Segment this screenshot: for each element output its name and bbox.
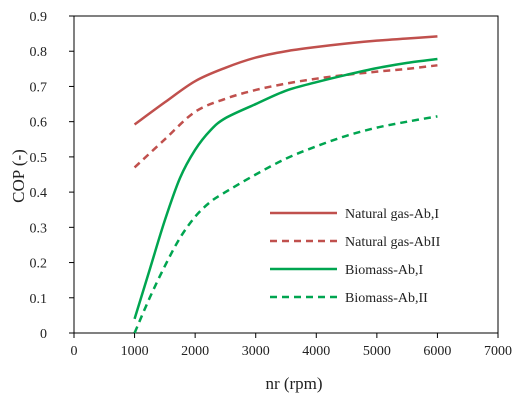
x-tick-label: 7000 xyxy=(484,344,512,359)
legend-label: Biomass-Ab,II xyxy=(345,291,428,306)
x-tick-label: 4000 xyxy=(302,344,330,359)
y-axis-title: COP (-) xyxy=(9,149,28,203)
legend-label: Natural gas-Ab,I xyxy=(345,207,439,222)
y-tick-label: 0.4 xyxy=(30,186,48,201)
plot-frame xyxy=(73,15,499,334)
y-tick-label: 0.9 xyxy=(30,10,48,25)
series-line-1 xyxy=(133,35,438,126)
x-tick-label: 3000 xyxy=(242,344,270,359)
series-line-3 xyxy=(133,57,438,320)
axes-layer: 0 1000 2000 3000 4000 5000 6000 7000 0 0.1 0.2 0.3 0… xyxy=(30,10,513,359)
x-tick-label: 5000 xyxy=(363,344,391,359)
y-tick-label: 0.3 xyxy=(30,221,48,236)
x-axis-title: nr (rpm) xyxy=(265,374,322,393)
series-layer xyxy=(133,35,438,334)
y-tick-label: 0.2 xyxy=(30,257,48,272)
x-tick-label: 0 xyxy=(71,344,78,359)
y-tick-label: 0.6 xyxy=(30,116,48,131)
x-tick-label: 1000 xyxy=(121,344,149,359)
series-line-4 xyxy=(133,115,438,334)
y-tick-label: 0.5 xyxy=(30,151,48,166)
series-line-2 xyxy=(133,64,438,169)
legend-label: Biomass-Ab,I xyxy=(345,263,424,278)
x-tick-label: 2000 xyxy=(181,344,209,359)
legend: Natural gas-Ab,I Natural gas-AbII Biomass-… xyxy=(270,207,441,306)
y-tick-label: 0.7 xyxy=(30,80,48,95)
y-tick-label: 0 xyxy=(40,327,47,342)
x-tick-label: 6000 xyxy=(423,344,451,359)
legend-label: Natural gas-AbII xyxy=(345,235,441,250)
y-tick-label: 0.1 xyxy=(30,292,48,307)
y-tick-label: 0.8 xyxy=(30,45,48,60)
